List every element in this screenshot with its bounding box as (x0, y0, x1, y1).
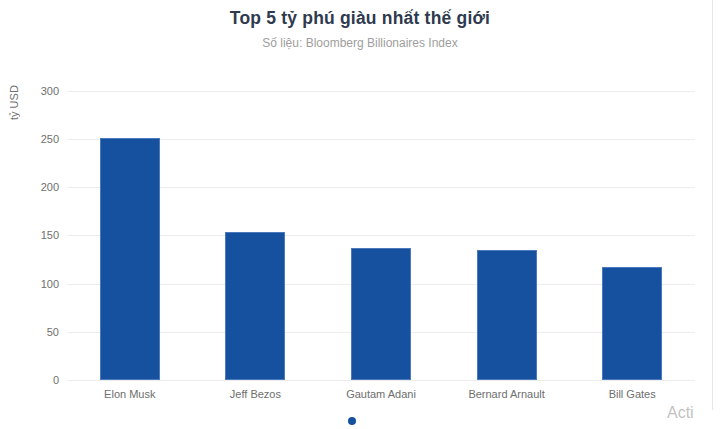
x-label-jeff-bezos: Jeff Bezos (193, 388, 319, 400)
x-label-gautam-adani: Gautam Adani (318, 388, 444, 400)
x-label-bill-gates: Bill Gates (569, 388, 695, 400)
chart-title: Top 5 tỷ phú giàu nhất thế giới (0, 8, 720, 29)
window-edge-line (712, 0, 713, 410)
column-bernard-arnault[interactable] (477, 250, 537, 380)
x-label-elon-musk: Elon Musk (67, 388, 193, 400)
gridline-250 (67, 139, 695, 140)
y-tick-label-250: 250 (15, 133, 59, 145)
chart-container: Top 5 tỷ phú giàu nhất thế giới Số liệu:… (0, 0, 720, 429)
y-tick-label-200: 200 (15, 181, 59, 193)
gridline-200 (67, 187, 695, 188)
y-tick-label-300: 300 (15, 85, 59, 97)
chart-subtitle: Số liệu: Bloomberg Billionaires Index (0, 36, 720, 50)
column-jeff-bezos[interactable] (225, 232, 285, 380)
y-tick-label-100: 100 (15, 278, 59, 290)
gridline-300 (67, 91, 695, 92)
y-tick-label-0: 0 (15, 374, 59, 386)
column-elon-musk[interactable] (100, 138, 160, 380)
y-tick-label-150: 150 (15, 229, 59, 241)
column-bill-gates[interactable] (602, 267, 662, 380)
y-tick-label-50: 50 (15, 326, 59, 338)
column-gautam-adani[interactable] (351, 248, 411, 380)
gridline-0 (67, 380, 695, 381)
x-label-bernard-arnault: Bernard Arnault (444, 388, 570, 400)
legend-dot-icon[interactable] (348, 417, 356, 425)
gridline-150 (67, 235, 695, 236)
watermark-text: Acti (667, 404, 720, 426)
